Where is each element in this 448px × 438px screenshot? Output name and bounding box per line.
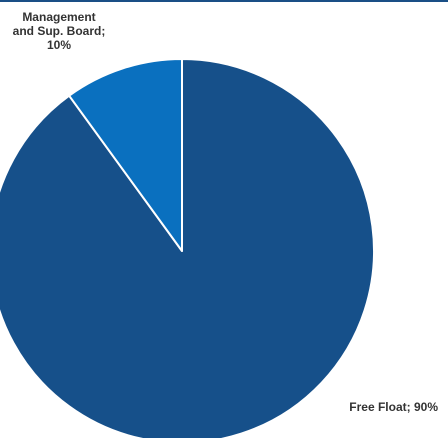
data-label-line: Management [22, 10, 95, 24]
pie-slice-management-and-sup-board [68, 58, 183, 252]
data-label-free-float: Free Float; 90% [349, 400, 438, 414]
data-label-line: 10% [47, 38, 71, 52]
data-label-line: and Sup. Board; [13, 24, 106, 38]
pie-slices [0, 58, 375, 438]
pie-slice-free-float [0, 58, 375, 438]
data-label-management-and-sup-board: Management and Sup. Board; 10% [13, 10, 106, 52]
top-border-rule [0, 0, 448, 2]
data-label-line: Free Float; 90% [349, 400, 438, 414]
pie-labels: Free Float; 90% Management and Sup. Board;… [13, 10, 439, 414]
